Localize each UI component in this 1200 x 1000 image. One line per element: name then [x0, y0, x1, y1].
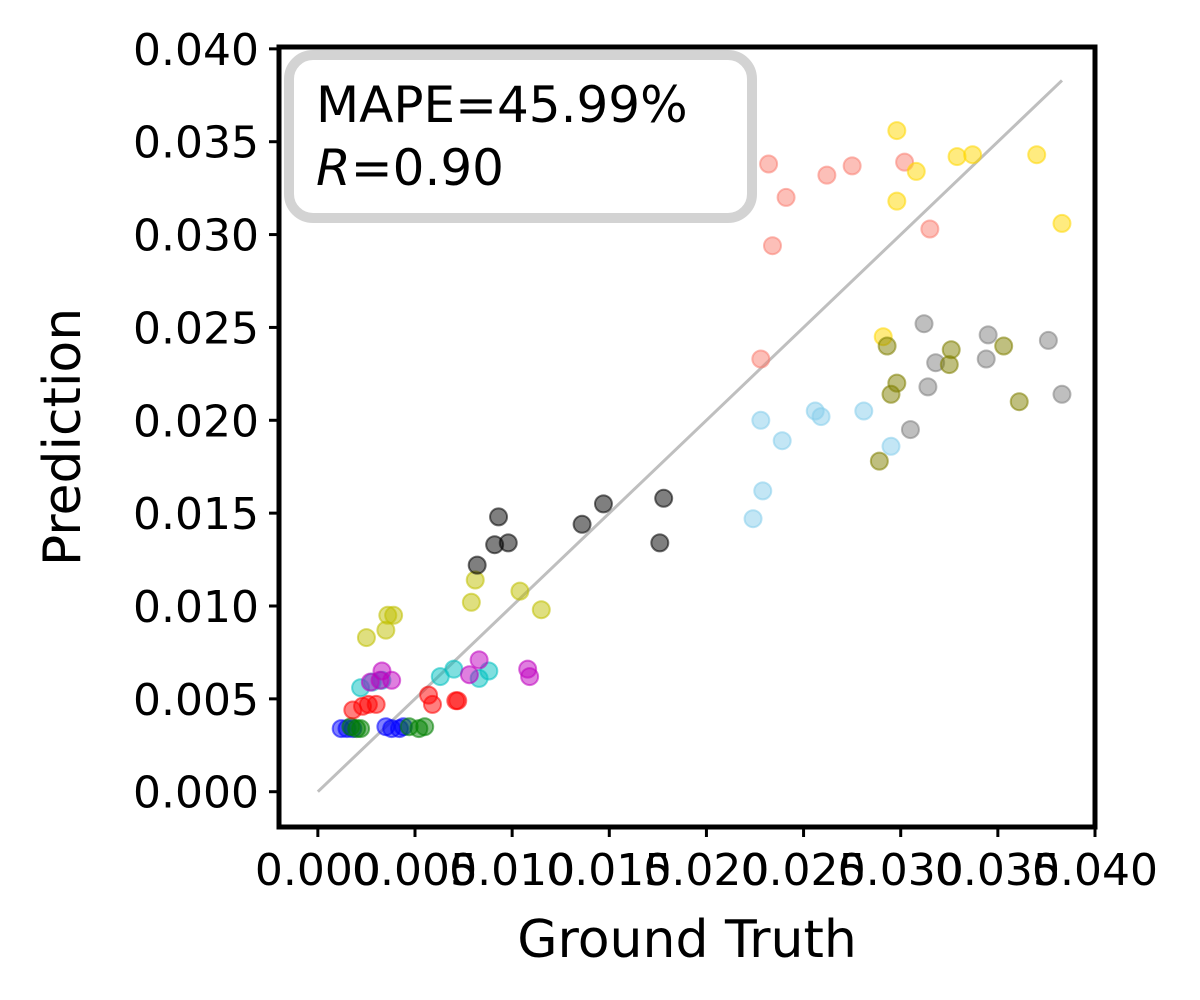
scatter-point: [366, 694, 386, 714]
scatter-point: [776, 187, 796, 207]
r-symbol: R: [316, 139, 351, 197]
x-tick-label: 0.020: [643, 845, 769, 896]
scatter-point: [531, 600, 551, 620]
scatter-point: [520, 667, 540, 687]
scatter-point: [817, 165, 837, 185]
scatter-point: [920, 219, 940, 239]
scatter-point: [869, 451, 889, 471]
y-tick-label: 0.000: [133, 768, 259, 819]
scatter-point: [650, 533, 670, 553]
annotation-box: [284, 50, 757, 223]
plot-frame: [276, 44, 1098, 830]
scatter-point: [881, 436, 901, 456]
scatter-point: [356, 628, 376, 648]
scatter-point: [351, 719, 371, 739]
x-axis-title: Ground Truth: [517, 910, 857, 970]
scatter-point: [762, 236, 782, 256]
scatter-point: [459, 665, 479, 685]
mape-text: MAPE=45.99%: [316, 76, 688, 134]
scatter-point: [384, 605, 404, 625]
scatter-point: [994, 336, 1014, 356]
scatter-point: [1009, 392, 1029, 412]
x-tick-label: 0.015: [546, 845, 672, 896]
scatter-point: [751, 349, 771, 369]
metrics-annotation: MAPE=45.99% R=0.90: [284, 50, 757, 223]
y-axis-title: Prediction: [33, 308, 93, 566]
x-tick-label: 0.040: [1032, 845, 1158, 896]
scatter-point: [467, 555, 487, 575]
scatter-point: [976, 349, 996, 369]
scatter-point: [918, 377, 938, 397]
y-tick-label: 0.035: [133, 118, 259, 169]
y-tick-label: 0.025: [133, 303, 259, 354]
scatter-point: [978, 325, 998, 345]
scatter-point: [941, 340, 961, 360]
scatter-point: [759, 154, 779, 174]
scatter-point: [914, 314, 934, 334]
scatter-point: [811, 407, 831, 427]
scatter-point: [510, 581, 530, 601]
y-tick-label: 0.015: [133, 489, 259, 540]
scatter-point: [654, 488, 674, 508]
plot-marks: [316, 79, 1072, 793]
axes: 0.0000.0050.0100.0150.0200.0250.0300.035…: [133, 25, 1158, 896]
scatter-point: [489, 507, 509, 527]
scatter-point: [593, 494, 613, 514]
scatter-point: [1052, 213, 1072, 233]
scatter-point: [900, 420, 920, 440]
x-tick-label: 0.025: [741, 845, 867, 896]
scatter-point: [887, 121, 907, 141]
scatter-point: [906, 161, 926, 181]
scatter-point: [854, 401, 874, 421]
scatter-point: [572, 514, 592, 534]
scatter-point: [753, 481, 773, 501]
scatter-point: [743, 509, 763, 529]
scatter-point: [461, 592, 481, 612]
y-tick-label: 0.040: [133, 25, 259, 76]
x-tick-label: 0.035: [935, 845, 1061, 896]
scatter-point: [751, 410, 771, 430]
scatter-point: [887, 191, 907, 211]
scatter-point: [1038, 330, 1058, 350]
scatter-point: [422, 694, 442, 714]
r-value: =0.90: [351, 139, 504, 197]
scatter-point: [1027, 145, 1047, 165]
scatter-point: [469, 650, 489, 670]
y-tick-label: 0.005: [133, 675, 259, 726]
y-tick-label: 0.010: [133, 582, 259, 633]
y-tick-label: 0.030: [133, 211, 259, 262]
scatter-point: [877, 336, 897, 356]
scatter-point: [887, 373, 907, 393]
x-tick-label: 0.005: [352, 845, 478, 896]
scatter-point: [772, 431, 792, 451]
scatter-point: [963, 145, 983, 165]
scatter-point: [842, 156, 862, 176]
r-value-text: R=0.90: [316, 139, 504, 197]
x-tick-label: 0.030: [838, 845, 964, 896]
scatter-point: [1052, 384, 1072, 404]
y-tick-label: 0.020: [133, 396, 259, 447]
x-tick-label: 0.010: [449, 845, 575, 896]
scatter-point: [415, 717, 435, 737]
scatter-point: [444, 659, 464, 679]
scatter-point: [382, 670, 402, 690]
x-tick-label: 0.000: [255, 845, 381, 896]
scatter-point: [498, 533, 518, 553]
scatter-point: [947, 147, 967, 167]
scatter-point: [448, 691, 468, 711]
